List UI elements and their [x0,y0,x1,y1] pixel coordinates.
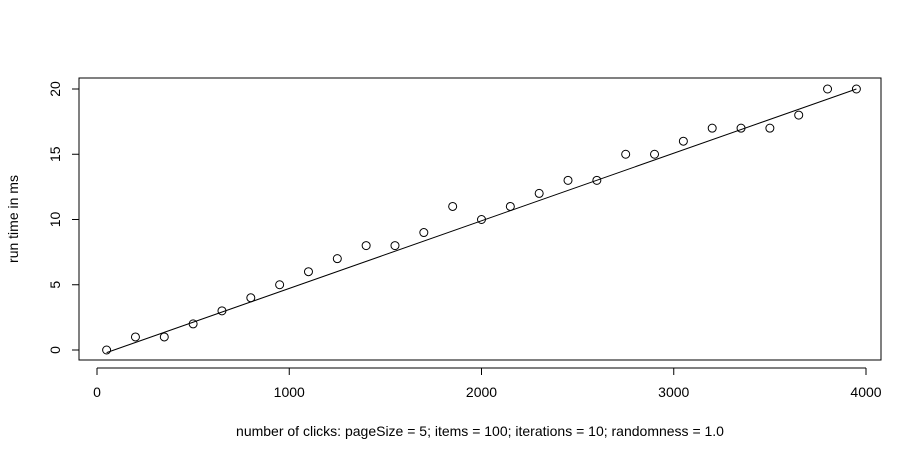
y-tick-label: 5 [47,281,63,289]
data-point [563,175,573,185]
data-point [130,332,140,342]
regression-line-layer [106,88,857,354]
x-tick-label: 0 [93,384,101,400]
y-axis-label: run time in ms [5,175,21,263]
x-tick-label: 2000 [466,384,497,400]
plot-box [78,77,882,361]
data-point [621,149,631,159]
y-tick-label: 15 [47,146,63,162]
data-points-layer [102,84,861,355]
data-point [765,123,775,133]
data-point [736,123,746,133]
y-tick-label: 10 [47,212,63,228]
y-tick-label: 0 [47,346,63,354]
data-point [217,306,227,316]
data-point [448,201,458,211]
x-tick-label: 3000 [658,384,689,400]
regression-line [106,88,857,354]
x-tick-label: 1000 [274,384,305,400]
data-point [505,201,515,211]
data-point [419,228,429,238]
y-tick-label: 20 [47,81,63,97]
data-point [592,175,602,185]
y-axis: 0 5 10 15 20 [47,81,80,354]
data-point [390,241,400,251]
data-point [102,345,112,355]
data-point [650,149,660,159]
data-point [823,84,833,94]
x-tick-label: 4000 [850,384,881,400]
data-point [361,241,371,251]
data-point [477,215,486,224]
data-point [188,319,198,329]
data-point [332,254,342,264]
x-axis-label: number of clicks: pageSize = 5; items = … [236,423,724,439]
data-point [275,280,285,290]
data-point [246,293,256,303]
data-point [794,110,804,120]
data-point [678,136,688,146]
x-axis: 0 1000 2000 3000 4000 [93,367,882,400]
data-point [534,188,544,198]
data-point [707,123,717,133]
data-point [303,267,313,277]
data-point [851,84,861,94]
data-point [159,332,169,342]
